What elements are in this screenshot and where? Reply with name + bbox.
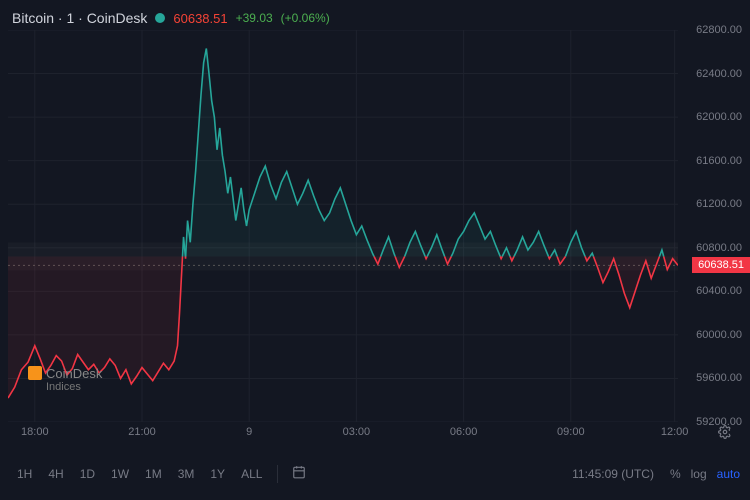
y-tick-label: 62800.00 xyxy=(696,24,742,36)
x-tick-label: 18:00 xyxy=(21,426,49,438)
percent-toggle[interactable]: % xyxy=(670,467,681,481)
x-tick-label: 21:00 xyxy=(128,426,156,438)
timeframe-group: 1H4H1D1W1M3M1YALL xyxy=(10,463,269,485)
timeframe-1y[interactable]: 1Y xyxy=(203,463,232,485)
y-axis[interactable]: 59200.0059600.0060000.0060400.0060800.00… xyxy=(678,30,750,422)
y-tick-label: 60000.00 xyxy=(696,329,742,341)
y-tick-label: 62000.00 xyxy=(696,111,742,123)
watermark-brand: CoinDesk xyxy=(46,367,102,380)
coindesk-logo-icon xyxy=(28,366,42,380)
x-tick-label: 06:00 xyxy=(450,426,478,438)
timeframe-3m[interactable]: 3M xyxy=(171,463,202,485)
chart-plot-area[interactable] xyxy=(8,30,678,422)
auto-scale-toggle[interactable]: auto xyxy=(717,467,740,481)
x-axis[interactable]: 18:0021:00903:0006:0009:0012:00 xyxy=(8,424,678,444)
settings-gear-icon[interactable] xyxy=(718,425,732,442)
x-tick-label: 9 xyxy=(246,426,252,438)
x-tick-label: 03:00 xyxy=(343,426,371,438)
chart-title: Bitcoin · 1 · CoinDesk xyxy=(12,10,147,26)
watermark-sub: Indices xyxy=(46,381,81,393)
toolbar-divider xyxy=(277,465,278,483)
timeframe-4h[interactable]: 4H xyxy=(41,463,70,485)
timeframe-1d[interactable]: 1D xyxy=(73,463,102,485)
chart-svg xyxy=(8,30,678,422)
clock-display: 11:45:09 (UTC) xyxy=(572,467,654,481)
y-tick-label: 59600.00 xyxy=(696,372,742,384)
calendar-icon[interactable] xyxy=(286,461,312,486)
timeframe-1m[interactable]: 1M xyxy=(138,463,169,485)
y-tick-label: 61200.00 xyxy=(696,198,742,210)
y-tick-label: 60800.00 xyxy=(696,242,742,254)
log-scale-toggle[interactable]: log xyxy=(691,467,707,481)
timeframe-1h[interactable]: 1H xyxy=(10,463,39,485)
chart-container: Bitcoin · 1 · CoinDesk 60638.51 +39.03 (… xyxy=(0,0,750,500)
price-change-pct: (+0.06%) xyxy=(281,11,330,25)
current-price-tag: 60638.51 xyxy=(692,257,750,273)
y-tick-label: 60400.00 xyxy=(696,285,742,297)
price-change-abs: +39.03 xyxy=(236,11,273,25)
watermark: CoinDesk xyxy=(28,366,102,380)
y-tick-label: 62400.00 xyxy=(696,68,742,80)
timeframe-all[interactable]: ALL xyxy=(234,463,269,485)
chart-header: Bitcoin · 1 · CoinDesk 60638.51 +39.03 (… xyxy=(12,10,330,26)
x-tick-label: 09:00 xyxy=(557,426,585,438)
toolbar-right: % log auto xyxy=(670,467,740,481)
bottom-toolbar: 1H4H1D1W1M3M1YALL 11:45:09 (UTC) % log a… xyxy=(10,461,740,486)
current-price: 60638.51 xyxy=(173,11,227,26)
status-dot-icon xyxy=(155,13,165,23)
timeframe-1w[interactable]: 1W xyxy=(104,463,136,485)
y-tick-label: 61600.00 xyxy=(696,155,742,167)
x-tick-label: 12:00 xyxy=(661,426,689,438)
